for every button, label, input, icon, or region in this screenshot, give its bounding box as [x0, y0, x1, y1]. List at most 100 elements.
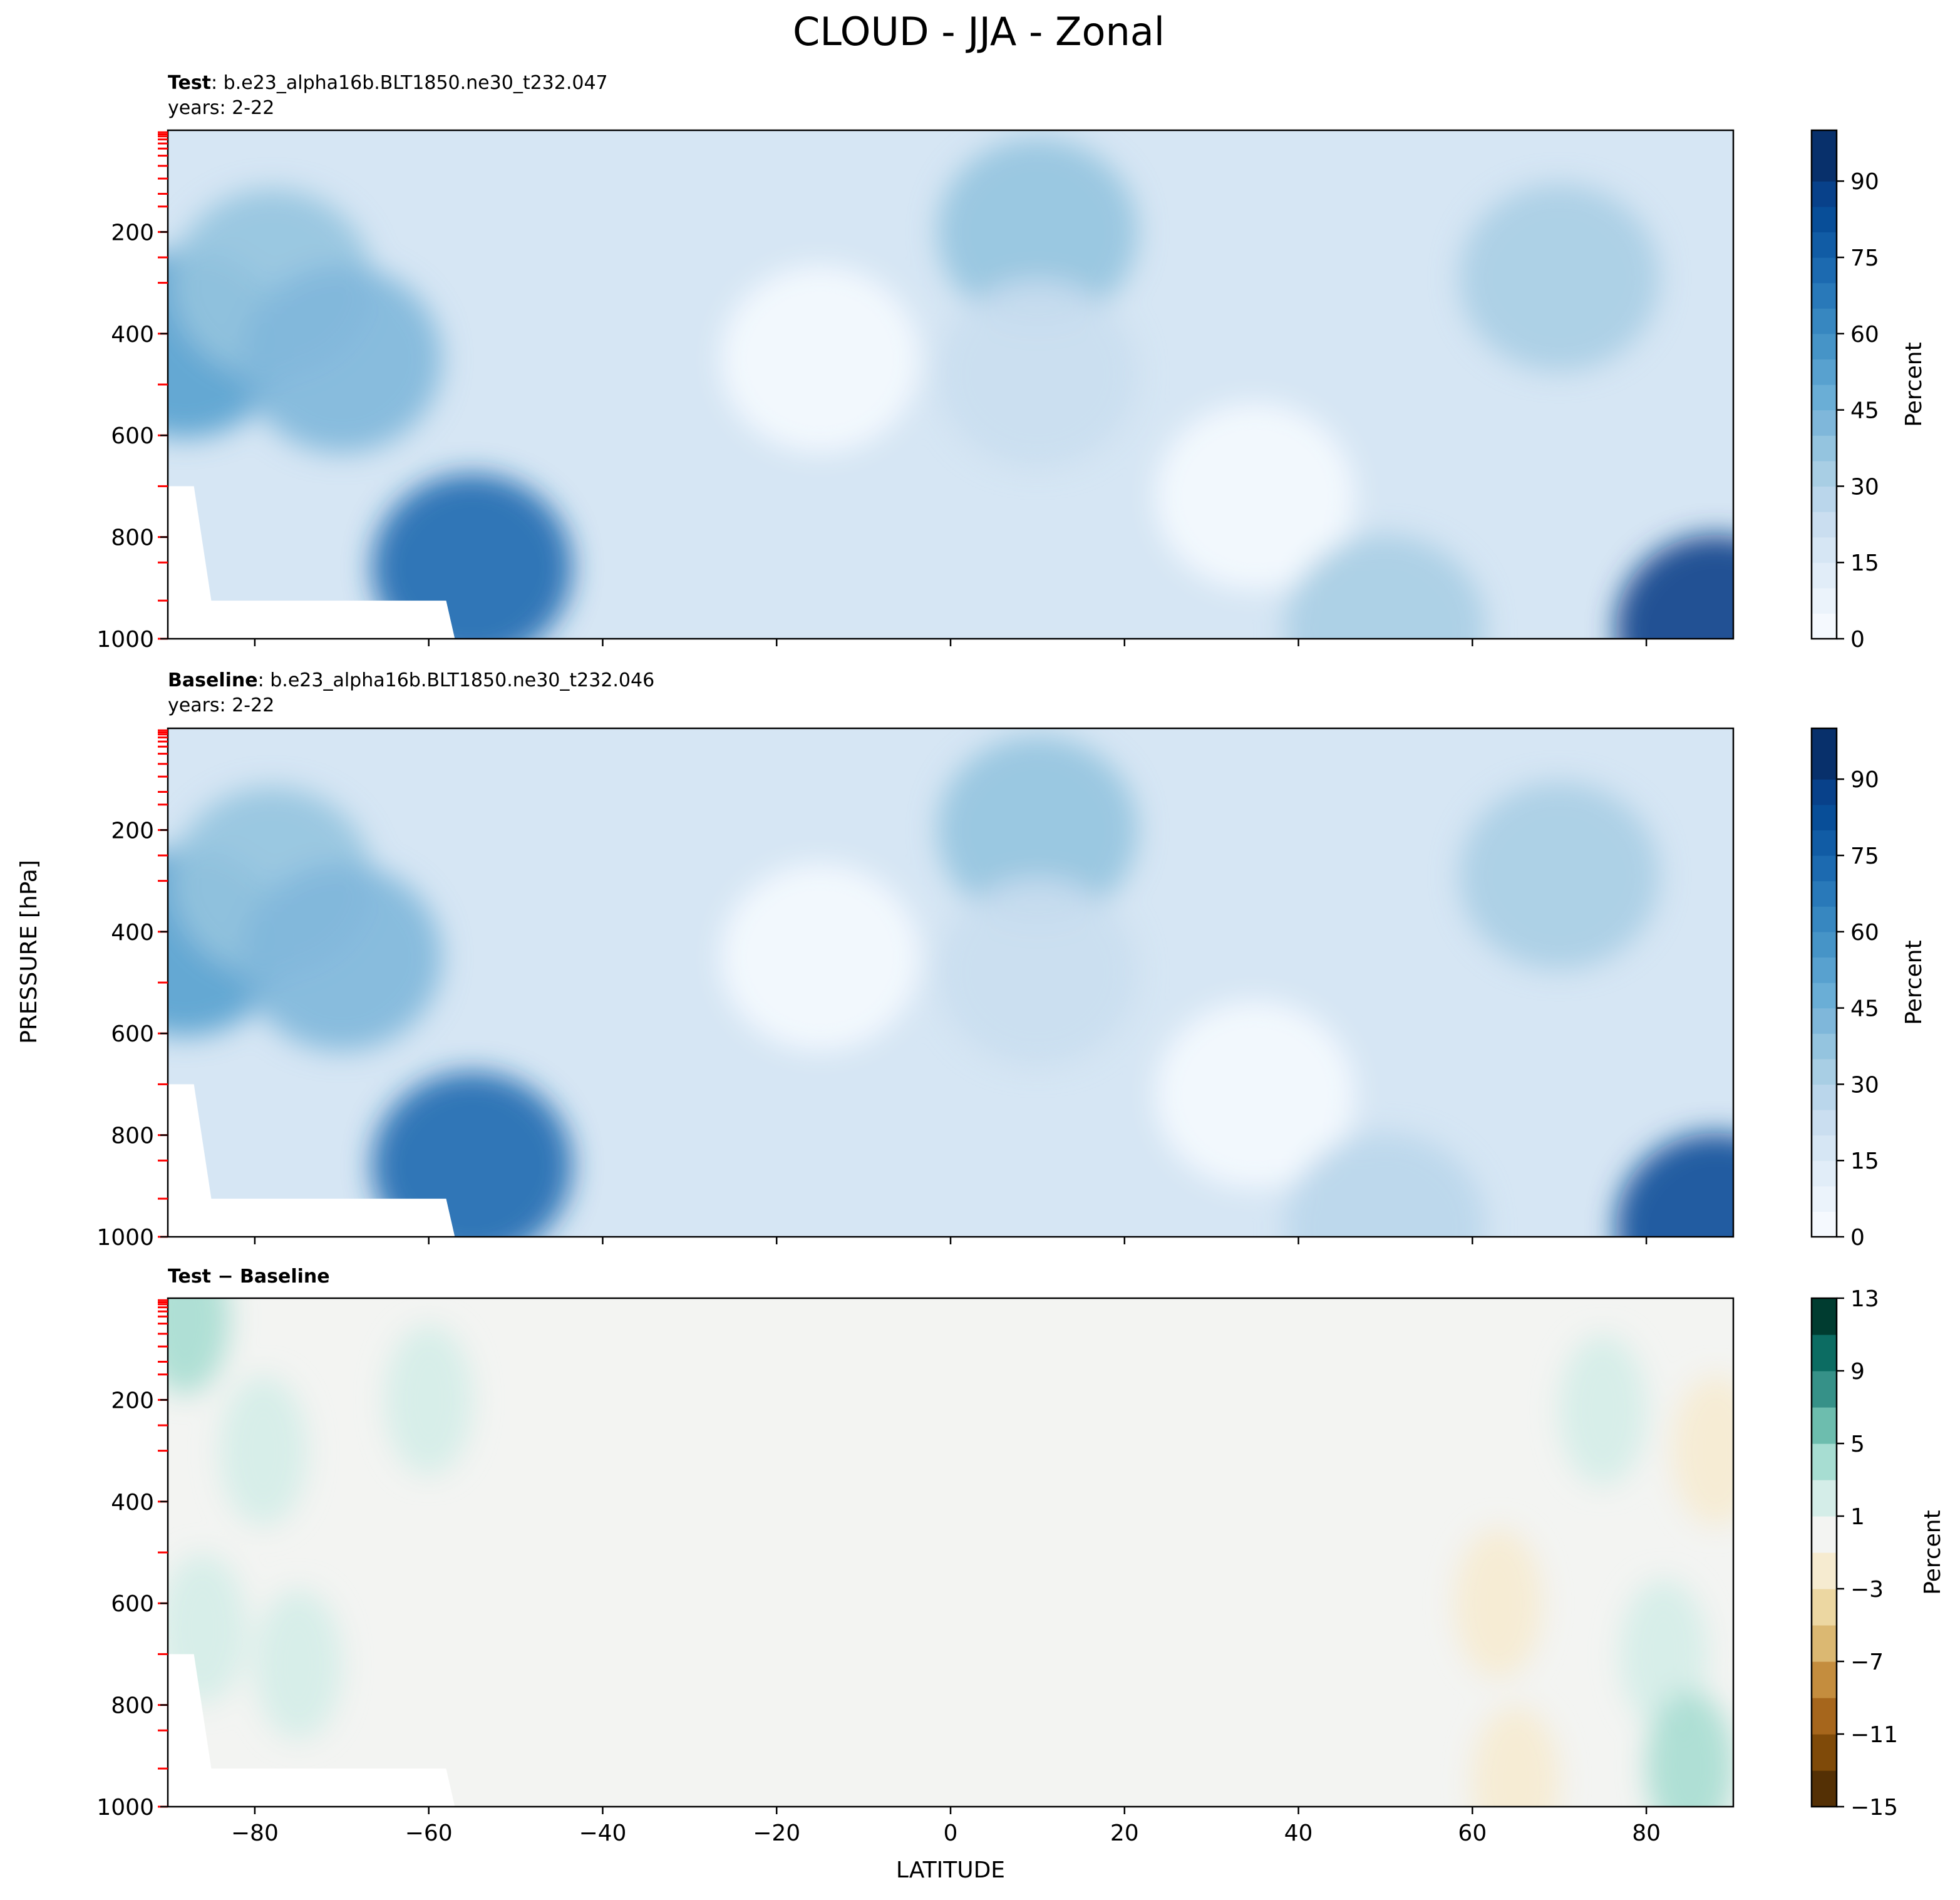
diff-feature-10 — [1672, 1375, 1733, 1526]
diff-colorbar-segment — [1812, 1371, 1837, 1408]
diff-colorbar-tick-label: 5 — [1850, 1432, 1865, 1457]
baseline-label-bold: Baseline — [168, 669, 258, 691]
test-colorbar-segment — [1812, 232, 1837, 258]
test-colorbar-segment — [1812, 385, 1837, 411]
x-tick-label: −20 — [753, 1820, 800, 1846]
baseline-y-tick-label: 200 — [111, 818, 154, 844]
diff-feature-6 — [1472, 1706, 1560, 1807]
test-feature-4 — [720, 265, 921, 453]
test-colorbar-tick-label: 75 — [1850, 245, 1879, 271]
diff-colorbar-segment — [1812, 1661, 1837, 1698]
baseline-colorbar-segment — [1812, 957, 1837, 983]
test-feature-8 — [1459, 183, 1660, 372]
test-colorbar-segment — [1812, 435, 1837, 462]
test-colorbar-segment — [1812, 130, 1837, 157]
test-feature-5 — [937, 138, 1138, 326]
test-colorbar: 0 15 30 45 60 75 90 Percent — [1810, 129, 1927, 653]
baseline-colorbar-segment — [1812, 1211, 1837, 1237]
baseline-y-tick-label: 400 — [111, 920, 154, 946]
diff-colorbar-segment — [1812, 1443, 1837, 1480]
test-colorbar-segment — [1812, 282, 1837, 309]
baseline-colorbar-segment — [1812, 779, 1837, 805]
test-colorbar-segment — [1812, 257, 1837, 284]
x-tick-label: 40 — [1284, 1820, 1313, 1846]
test-label-bold: Test — [168, 72, 211, 94]
baseline-y-tick-label: 600 — [111, 1021, 154, 1047]
baseline-panel-label: Baseline: b.e23_alpha16b.BLT1850.ne30_t2… — [168, 669, 654, 691]
baseline-feature-2 — [241, 863, 442, 1051]
diff-colorbar-segment — [1812, 1625, 1837, 1662]
test-missing-data-mask — [168, 486, 455, 639]
test-y-tick-label: 600 — [111, 423, 154, 449]
baseline-feature-4 — [720, 863, 921, 1051]
test-colorbar-segment — [1812, 537, 1837, 563]
test-colorbar-segment — [1812, 155, 1837, 182]
diff-colorbar-tick-label: 9 — [1850, 1359, 1865, 1385]
test-colorbar-tick-label: 60 — [1850, 322, 1879, 348]
test-feature-2 — [241, 265, 442, 453]
diff-colorbar-segment — [1812, 1335, 1837, 1371]
baseline-colorbar-segment — [1812, 1110, 1837, 1136]
diff-colorbar-segment — [1812, 1698, 1837, 1735]
diff-colorbar-tick-label: −11 — [1850, 1722, 1898, 1748]
baseline-colorbar-segment — [1812, 830, 1837, 856]
y-axis-title: PRESSURE [hPa] — [16, 860, 42, 1044]
test-y-tick-label: 400 — [111, 322, 154, 348]
diff-colorbar-label: Percent — [1920, 1510, 1946, 1594]
baseline-colorbar-segment — [1812, 1033, 1837, 1060]
baseline-missing-data-mask — [168, 1084, 455, 1237]
baseline-colorbar-segment — [1812, 1058, 1837, 1085]
baseline-feature-7 — [1155, 1000, 1356, 1189]
test-feature-3 — [372, 473, 573, 639]
x-tick-label: 0 — [944, 1820, 958, 1846]
baseline-colorbar: 0 15 30 45 60 75 90 Percent — [1810, 727, 1927, 1251]
diff-colorbar: −15 −11 −7 −3 1 5 9 13 Percent — [1810, 1286, 1946, 1820]
baseline-y-tick-label: 1000 — [96, 1225, 154, 1251]
baseline-colorbar-segment — [1812, 1160, 1837, 1187]
diff-feature-4 — [384, 1324, 473, 1475]
baseline-colorbar-frame — [1810, 727, 1838, 1238]
test-colorbar-label: Percent — [1901, 342, 1927, 426]
baseline-contour-blobs — [168, 736, 1733, 1237]
baseline-colorbar-tick-label: 60 — [1850, 920, 1879, 946]
test-years-label: years: 2-22 — [168, 97, 274, 119]
test-feature-6 — [937, 280, 1138, 468]
test-colorbar-tick-label: 0 — [1850, 627, 1865, 653]
test-colorbar-tick-label: 90 — [1850, 169, 1879, 195]
x-tick-label: 80 — [1632, 1820, 1661, 1846]
diff-feature-2 — [254, 1589, 343, 1740]
diff-colorbar-tick-label: 13 — [1850, 1286, 1879, 1312]
baseline-colorbar-segment — [1812, 1084, 1837, 1110]
x-tick-label: −40 — [579, 1820, 626, 1846]
baseline-colorbar-tick-label: 0 — [1850, 1225, 1865, 1251]
test-feature-7 — [1155, 402, 1356, 591]
test-colorbar-tick-label: 45 — [1850, 398, 1879, 424]
test-colorbar-tick-label: 30 — [1850, 474, 1879, 500]
test-contour-blobs — [168, 138, 1733, 639]
baseline-colorbar-tick-label: 90 — [1850, 767, 1879, 793]
test-colorbar-segment — [1812, 181, 1837, 207]
diff-feature-0 — [168, 1298, 229, 1394]
baseline-contour-field — [168, 736, 1733, 1237]
baseline-feature-10 — [1285, 1132, 1486, 1237]
diff-colorbar-segment — [1812, 1407, 1837, 1444]
x-tick-label: 60 — [1458, 1820, 1487, 1846]
baseline-colorbar-segment — [1812, 880, 1837, 907]
baseline-y-tick-label: 800 — [111, 1123, 154, 1149]
test-contour-field — [168, 138, 1733, 639]
baseline-feature-5 — [937, 736, 1138, 924]
diff-feature-1 — [219, 1375, 307, 1526]
baseline-colorbar-tick-label: 30 — [1850, 1072, 1879, 1098]
baseline-colorbar-segment — [1812, 728, 1837, 755]
panel-baseline: 200 400 600 800 1000 0 15 30 45 60 75 90 Percent — [96, 727, 1927, 1251]
diff-y-tick-label: 400 — [111, 1490, 154, 1515]
diff-y-tick-label: 200 — [111, 1388, 154, 1413]
baseline-colorbar-tick-label: 45 — [1850, 996, 1879, 1022]
test-colorbar-segment — [1812, 359, 1837, 385]
diff-y-tick-label: 1000 — [96, 1795, 154, 1820]
baseline-colorbar-segment — [1812, 753, 1837, 780]
test-colorbar-tick-label: 15 — [1850, 550, 1879, 576]
x-tick-label: −80 — [231, 1820, 279, 1846]
baseline-colorbar-segment — [1812, 804, 1837, 830]
